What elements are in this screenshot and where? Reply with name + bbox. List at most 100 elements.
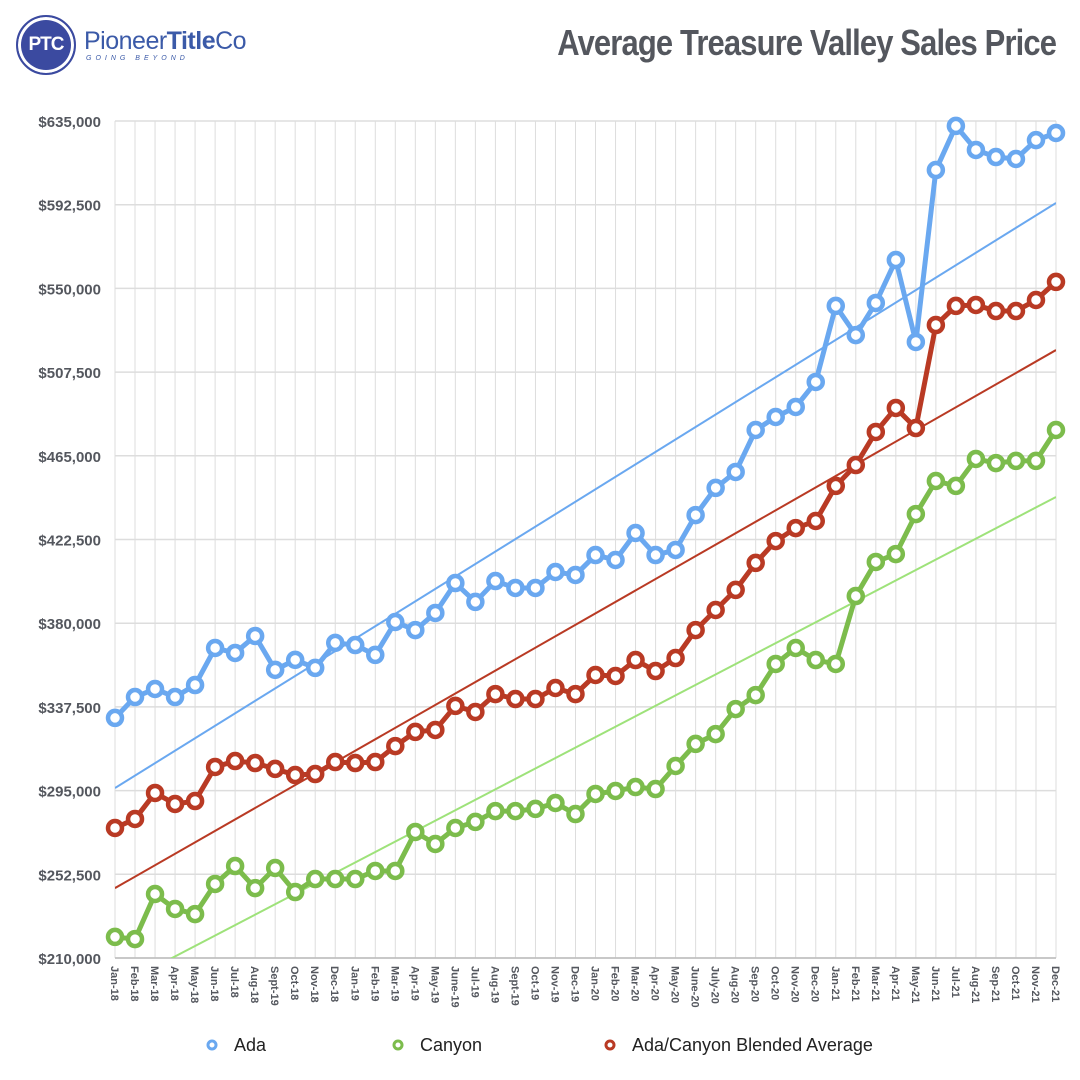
data-point-ada <box>185 675 205 695</box>
logo-name-light: Pioneer <box>84 27 167 55</box>
x-tick-label: June-20 <box>689 966 701 1008</box>
data-point-canyon <box>265 858 285 878</box>
data-point-ada <box>105 708 125 728</box>
chart-title: Average Treasure Valley Sales Price <box>557 22 1057 63</box>
y-tick-label: $635,000 <box>38 114 101 131</box>
data-point-ada-canyon-blended-average <box>305 764 325 784</box>
chart-legend: Ada Canyon Ada/Canyon Blended Average <box>206 1035 873 1055</box>
x-tick-label: Dec-20 <box>809 966 821 1002</box>
y-tick-label: $380,000 <box>38 616 101 633</box>
data-point-canyon <box>125 929 145 949</box>
data-point-canyon <box>806 650 825 670</box>
data-point-ada-canyon-blended-average <box>245 753 265 773</box>
x-tick-label: Mar-20 <box>629 966 641 1001</box>
data-point-canyon <box>566 804 585 824</box>
data-point-canyon <box>1006 451 1026 471</box>
x-tick-label: Aug-20 <box>729 966 741 1003</box>
data-point-canyon <box>926 471 946 491</box>
data-point-ada <box>746 420 765 440</box>
logo-wordmark: PioneerTitleCo GOING BEYOND <box>84 27 247 62</box>
data-point-canyon <box>165 899 185 919</box>
data-point-canyon <box>526 799 545 819</box>
x-tick-label: Feb-19 <box>368 966 380 1001</box>
data-point-ada-canyon-blended-average <box>826 476 846 496</box>
logo-name-suffix: Co <box>215 27 247 55</box>
data-point-ada <box>305 658 325 678</box>
data-point-canyon <box>886 544 906 564</box>
trendline-canyon <box>169 496 1056 958</box>
x-tick-label: Apr-18 <box>168 966 180 1001</box>
data-point-canyon <box>225 856 245 876</box>
data-point-ada <box>586 545 605 565</box>
data-point-ada-canyon-blended-average <box>666 648 685 668</box>
logo-name-bold: Title <box>166 27 216 55</box>
data-point-ada-canyon-blended-average <box>165 794 185 814</box>
data-point-ada-canyon-blended-average <box>926 315 946 335</box>
data-point-ada-canyon-blended-average <box>966 295 986 315</box>
x-tick-label: Sep-20 <box>749 966 761 1002</box>
legend-label: Ada/Canyon Blended Average <box>632 1035 873 1055</box>
data-point-ada <box>866 293 886 313</box>
x-tick-label: Nov-21 <box>1029 966 1041 1003</box>
data-point-canyon <box>546 793 565 813</box>
data-point-canyon <box>1046 420 1066 440</box>
x-tick-label: Dec-19 <box>568 966 580 1002</box>
data-point-canyon <box>285 882 305 902</box>
data-point-ada-canyon-blended-average <box>726 580 745 600</box>
data-point-canyon <box>506 801 525 821</box>
data-point-canyon <box>766 654 785 674</box>
trendline-ada-canyon-blended-average <box>115 349 1056 889</box>
x-tick-label: Apr-20 <box>649 966 661 1001</box>
trendline-ada <box>115 202 1056 789</box>
data-point-ada-canyon-blended-average <box>586 665 605 685</box>
x-tick-label: July-20 <box>709 966 721 1004</box>
x-tick-label: Nov-19 <box>548 966 560 1003</box>
x-tick-label: Oct-18 <box>288 966 300 1000</box>
gridlines <box>114 120 1057 959</box>
series-canyon <box>105 420 1066 949</box>
x-tick-label: May-19 <box>428 966 440 1003</box>
legend-marker-icon <box>604 1039 616 1051</box>
y-tick-label: $252,500 <box>38 867 101 884</box>
data-point-ada-canyon-blended-average <box>866 422 886 442</box>
data-point-canyon <box>786 638 805 658</box>
data-point-ada <box>346 635 365 655</box>
data-point-canyon <box>446 818 465 838</box>
data-point-ada-canyon-blended-average <box>466 702 485 722</box>
data-point-ada-canyon-blended-average <box>265 759 285 779</box>
data-point-ada <box>726 462 745 482</box>
x-tick-label: June-19 <box>448 966 460 1008</box>
legend-item: Ada/Canyon Blended Average <box>604 1035 873 1055</box>
data-point-ada-canyon-blended-average <box>646 661 665 681</box>
y-tick-label: $422,500 <box>38 533 101 550</box>
data-point-canyon <box>586 784 605 804</box>
data-point-ada <box>265 660 285 680</box>
data-point-ada-canyon-blended-average <box>526 689 545 709</box>
x-tick-label: Jan-21 <box>829 966 841 1001</box>
data-point-ada <box>386 612 405 632</box>
data-point-ada-canyon-blended-average <box>906 418 926 438</box>
data-point-ada <box>466 592 485 612</box>
y-tick-label: $337,500 <box>38 700 101 717</box>
data-point-ada <box>906 332 926 352</box>
legend-item: Ada <box>206 1035 267 1055</box>
x-tick-label: Feb-21 <box>849 966 861 1001</box>
x-tick-label: May-20 <box>669 966 681 1003</box>
data-point-canyon <box>866 552 886 572</box>
data-point-ada-canyon-blended-average <box>686 620 705 640</box>
data-point-ada <box>686 505 705 525</box>
x-tick-label: Sep-21 <box>989 966 1001 1002</box>
series-ada <box>105 116 1066 728</box>
data-point-ada <box>986 147 1006 167</box>
data-point-canyon <box>245 878 265 898</box>
data-point-ada <box>566 565 585 585</box>
x-tick-label: May-21 <box>909 966 921 1003</box>
data-point-ada <box>526 578 545 598</box>
x-tick-label: Apr-21 <box>889 966 901 1001</box>
data-point-ada <box>646 545 665 565</box>
y-tick-label: $465,000 <box>38 449 101 466</box>
data-point-ada <box>406 620 425 640</box>
data-point-ada-canyon-blended-average <box>205 757 225 777</box>
data-point-canyon <box>426 834 445 854</box>
data-point-ada <box>1046 123 1066 143</box>
